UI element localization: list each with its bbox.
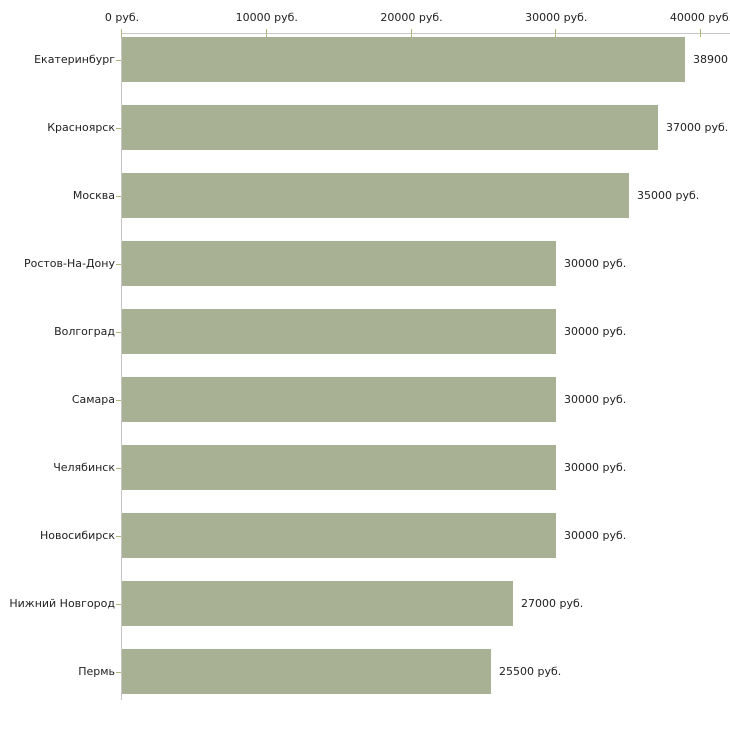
bar-value-label: 30000 руб. — [564, 256, 627, 270]
x-axis-line — [121, 33, 730, 34]
bar — [122, 445, 556, 490]
y-axis-tick-mark — [116, 604, 121, 605]
y-axis-tick-mark — [116, 468, 121, 469]
category-label: Челябинск — [53, 460, 115, 474]
bar — [122, 37, 685, 82]
y-axis-tick-mark — [116, 536, 121, 537]
y-axis-tick-mark — [116, 196, 121, 197]
bar — [122, 581, 513, 626]
bar-value-label: 30000 руб. — [564, 324, 627, 338]
x-axis-tick-label: 40000 руб. — [669, 11, 730, 24]
category-label: Нижний Новгород — [9, 596, 115, 610]
bar-value-label: 25500 руб. — [499, 664, 562, 678]
category-label: Пермь — [78, 664, 115, 678]
bar — [122, 649, 491, 694]
bar-value-label: 30000 руб. — [564, 528, 627, 542]
x-axis-tick-label: 10000 руб. — [235, 11, 298, 24]
bar-value-label: 37000 руб. — [666, 120, 729, 134]
category-label: Новосибирск — [39, 528, 115, 542]
y-axis-tick-mark — [116, 60, 121, 61]
y-axis-tick-mark — [116, 332, 121, 333]
x-axis-tick-mark — [121, 29, 122, 37]
category-label: Москва — [72, 188, 115, 202]
x-axis-tick-label: 0 руб. — [104, 11, 140, 24]
bar-value-label: 30000 руб. — [564, 460, 627, 474]
category-label: Екатеринбург — [34, 52, 115, 66]
bar-value-label: 38900 руб. — [693, 52, 730, 66]
category-label: Красноярск — [47, 120, 115, 134]
bar — [122, 241, 556, 286]
category-label: Волгоград — [54, 324, 115, 338]
x-axis-tick-mark — [410, 29, 412, 37]
bar-value-label: 35000 руб. — [637, 188, 700, 202]
y-axis-line — [121, 33, 122, 700]
bar — [122, 173, 629, 218]
y-axis-tick-mark — [116, 400, 121, 401]
y-axis-tick-mark — [116, 672, 121, 673]
x-axis-tick-label: 30000 руб. — [525, 11, 588, 24]
y-axis-tick-mark — [116, 264, 121, 265]
bar — [122, 377, 556, 422]
x-axis-tick-mark — [265, 29, 267, 37]
bar — [122, 513, 556, 558]
x-axis-tick-label: 20000 руб. — [380, 11, 443, 24]
x-axis-tick-mark — [555, 29, 557, 37]
x-axis-tick-mark — [700, 29, 701, 37]
bar-value-label: 27000 руб. — [521, 596, 584, 610]
category-label: Самара — [71, 392, 115, 406]
category-label: Ростов-На-Дону — [23, 256, 115, 270]
y-axis-tick-mark — [116, 128, 121, 129]
bar — [122, 309, 556, 354]
bar-value-label: 30000 руб. — [564, 392, 627, 406]
bar — [122, 105, 658, 150]
